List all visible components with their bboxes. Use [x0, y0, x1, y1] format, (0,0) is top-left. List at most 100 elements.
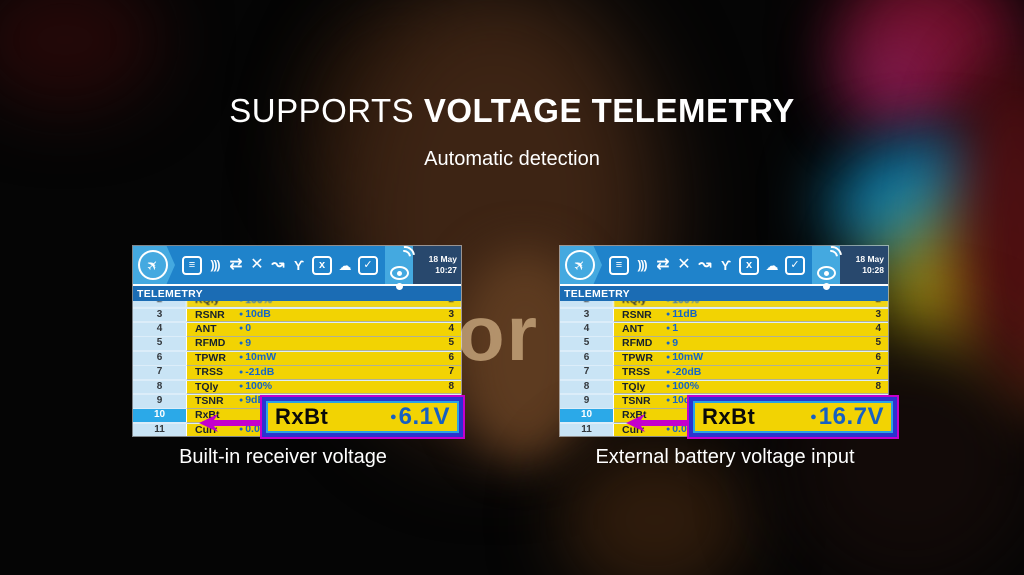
sound-icon[interactable]: ))): [210, 258, 221, 272]
row-number: 3: [560, 308, 614, 322]
sensor-name: TPWR: [622, 351, 653, 364]
sensor-value: 100%: [239, 380, 272, 394]
table-row[interactable]: 5 RFMD 9 5: [560, 337, 888, 351]
sensor-name: TRSS: [195, 366, 224, 379]
logical-switch-icon[interactable]: x: [739, 255, 759, 275]
sensor-value: 10mW: [239, 351, 276, 365]
row-number-right: 7: [875, 366, 881, 378]
curves-icon[interactable]: ↝: [271, 256, 285, 273]
menu-icon-row: ≡ ))) ⇄ ✕ ↝ ϒ x ☁ ✓: [602, 246, 812, 284]
special-functions-icon[interactable]: ☁: [765, 257, 779, 273]
sensor-value: 9dB: [239, 394, 265, 408]
zoom-callout: RxBt ● 6.1V: [260, 395, 465, 439]
table-row[interactable]: 8 TQly 100% 8: [560, 380, 888, 394]
setup-list-icon[interactable]: ≡: [609, 255, 629, 275]
background-watermark: or: [457, 289, 539, 377]
row-number: 6: [560, 351, 614, 365]
sensor-value: 0: [239, 322, 251, 336]
datetime-display: 18 May 10:27: [413, 246, 461, 284]
datetime-display: 18 May 10:28: [840, 246, 888, 284]
logical-switch-icon[interactable]: x: [312, 255, 332, 275]
callout-value: 16.7V: [818, 403, 884, 430]
time-text: 10:28: [862, 265, 884, 275]
telemetry-screen-left: ✈ ≡ ))) ⇄ ✕ ↝ ϒ x ☁ ✓ 18 May 10:27 TELEM…: [133, 241, 465, 439]
row-number-right: 8: [448, 380, 454, 392]
sensor-bar: RFMD 9 5: [187, 337, 461, 351]
table-row[interactable]: 7 TRSS -20dB 7: [560, 366, 888, 379]
table-row[interactable]: 6 TPWR 10mW 6: [560, 351, 888, 365]
bg-blob: [850, 40, 940, 120]
special-functions-icon[interactable]: ☁: [338, 257, 352, 273]
page-header: TELEMETRY: [560, 286, 888, 301]
sensor-name: RSNR: [195, 308, 225, 321]
sensor-bar: ANT 1 4: [614, 322, 888, 336]
sensor-value: 0.0A: [666, 423, 694, 436]
sensor-name: TSNR: [195, 394, 224, 407]
sensor-value: 0.0A: [239, 423, 267, 436]
sensor-value: 10mW: [666, 351, 703, 365]
table-row[interactable]: 4 ANT 0 4: [133, 322, 461, 336]
sensor-bar: ANT 0 4: [187, 322, 461, 336]
outputs-icon[interactable]: ✕: [677, 256, 691, 273]
table-row[interactable]: 5 RFMD 9 5: [133, 337, 461, 351]
sensor-name: ANT: [195, 322, 217, 335]
sensor-name: RFMD: [195, 337, 226, 350]
date-text: 18 May: [855, 254, 884, 265]
row-number-right: 3: [875, 308, 881, 320]
model-plane-icon: ✈: [565, 250, 595, 280]
table-row[interactable]: 3 RSNR 10dB 3: [133, 308, 461, 322]
model-select-tab[interactable]: ✈: [560, 246, 602, 284]
global-vars-icon[interactable]: ϒ: [293, 257, 304, 273]
row-number-right: 3: [448, 308, 454, 320]
table-row[interactable]: 3 RSNR 11dB 3: [560, 308, 888, 322]
top-menu-bar: ✈ ≡ ))) ⇄ ✕ ↝ ϒ x ☁ ✓ 18 May 10:28: [560, 241, 888, 290]
mixer-icon[interactable]: ⇄: [229, 256, 243, 273]
active-tab-dot: [822, 283, 830, 290]
row-number-right: 6: [875, 351, 881, 363]
row-number: 11: [560, 423, 614, 436]
partial-row: 2 RQly 100% 2: [560, 301, 888, 307]
telemetry-tab[interactable]: [812, 241, 847, 290]
sensor-bar: TRSS -21dB 7: [187, 366, 461, 379]
menu-icon-row: ≡ ))) ⇄ ✕ ↝ ϒ x ☁ ✓: [175, 246, 385, 284]
sensor-bar: RFMD 9 5: [614, 337, 888, 351]
page-title: SUPPORTS VOLTAGE TELEMETRY: [0, 92, 1024, 130]
model-select-tab[interactable]: ✈: [133, 246, 175, 284]
callout-value: 6.1V: [398, 403, 450, 430]
sound-icon[interactable]: ))): [637, 258, 648, 272]
sensor-bar: TQly 100% 8: [187, 380, 461, 394]
telemetry-screen-right: ✈ ≡ ))) ⇄ ✕ ↝ ϒ x ☁ ✓ 18 May 10:28 TELEM…: [560, 241, 899, 439]
sensor-value: -20dB: [666, 366, 701, 380]
telemetry-tab[interactable]: [385, 241, 420, 290]
callout-label: RxBt: [702, 404, 756, 429]
row-number: 8: [133, 380, 187, 394]
sensor-value: 100%: [666, 380, 699, 394]
row-number: 5: [560, 337, 614, 351]
setup-list-icon[interactable]: ≡: [182, 255, 202, 275]
sensor-bar: TRSS -20dB 7: [614, 366, 888, 379]
bg-blob: [560, 440, 750, 575]
row-number: 9: [133, 394, 187, 408]
table-row[interactable]: 4 ANT 1 4: [560, 322, 888, 336]
outputs-icon[interactable]: ✕: [250, 256, 264, 273]
magenta-arrow: [626, 414, 696, 432]
row-number: 6: [133, 351, 187, 365]
table-row[interactable]: 8 TQly 100% 8: [133, 380, 461, 394]
checklist-icon[interactable]: ✓: [785, 255, 805, 275]
table-row[interactable]: 7 TRSS -21dB 7: [133, 366, 461, 379]
sensor-bar: TPWR 10mW 6: [614, 351, 888, 365]
sensor-name: TQly: [195, 380, 219, 393]
sensor-name: RFMD: [622, 337, 653, 350]
curves-icon[interactable]: ↝: [698, 256, 712, 273]
row-number-right: 5: [448, 337, 454, 349]
mixer-icon[interactable]: ⇄: [656, 256, 670, 273]
page-subtitle: Automatic detection: [424, 148, 600, 170]
model-plane-icon: ✈: [138, 250, 168, 280]
checklist-icon[interactable]: ✓: [358, 255, 378, 275]
global-vars-icon[interactable]: ϒ: [720, 257, 731, 273]
row-number: 5: [133, 337, 187, 351]
sensor-value: 9: [239, 337, 251, 351]
sensor-value: 11dB: [666, 308, 697, 322]
table-row[interactable]: 6 TPWR 10mW 6: [133, 351, 461, 365]
